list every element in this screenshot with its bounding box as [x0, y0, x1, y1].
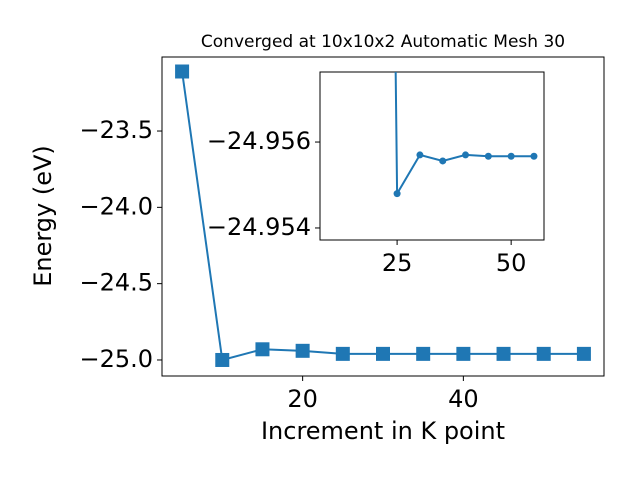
series [175, 64, 591, 367]
series [393, 72, 538, 198]
y-axis-label: Energy (eV) [29, 145, 57, 287]
y-tick-label: −24.956 [207, 127, 311, 155]
x-tick-label: 40 [448, 385, 479, 413]
marker [536, 346, 551, 361]
marker [530, 152, 538, 160]
marker [507, 152, 515, 160]
line [394, 72, 534, 198]
marker [496, 346, 511, 361]
marker [335, 346, 350, 361]
y-tick-label: −24.0 [79, 192, 153, 220]
x-tick-label: 20 [287, 385, 318, 413]
marker [175, 64, 190, 79]
chart-title: Converged at 10x10x2 Automatic Mesh 30 [201, 32, 565, 52]
marker [484, 152, 492, 160]
marker [255, 342, 270, 357]
marker [456, 346, 471, 361]
marker [416, 346, 431, 361]
marker [295, 343, 310, 358]
marker [393, 190, 401, 198]
x-axis-label: Increment in K point [261, 417, 505, 445]
x-tick-label: 25 [382, 249, 413, 277]
marker [376, 346, 390, 361]
marker [576, 346, 591, 361]
marker [439, 157, 447, 165]
y-tick-label: −24.954 [207, 213, 311, 241]
y-tick-label: −24.5 [79, 269, 153, 297]
marker [215, 352, 230, 367]
y-tick-label: −23.5 [79, 116, 153, 144]
y-tick-label: −25.0 [79, 345, 153, 373]
marker [416, 151, 424, 159]
x-tick-label: 50 [496, 249, 527, 277]
marker [462, 151, 470, 159]
